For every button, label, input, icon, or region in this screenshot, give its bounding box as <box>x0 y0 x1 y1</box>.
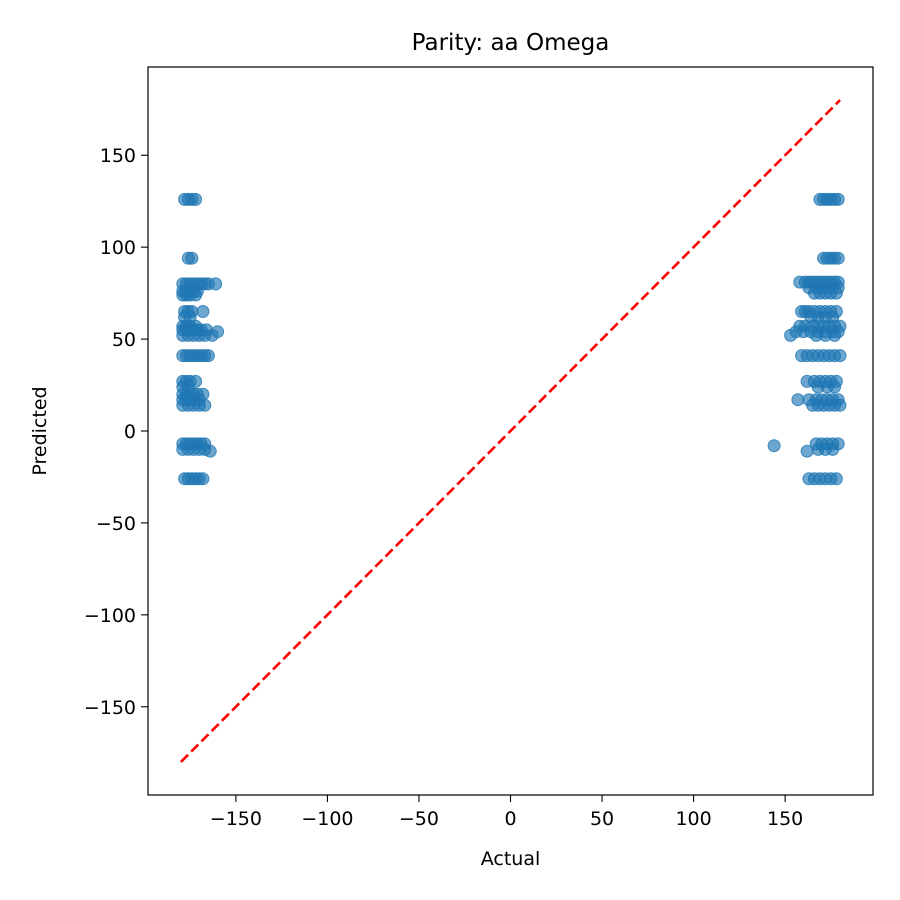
data-point <box>831 192 845 206</box>
data-point <box>205 328 219 342</box>
x-tick-label: 150 <box>767 808 803 830</box>
y-tick-label: 50 <box>112 329 136 351</box>
data-point <box>833 349 847 363</box>
data-point <box>833 398 847 412</box>
x-tick-label: 50 <box>590 808 614 830</box>
data-point <box>829 286 843 300</box>
data-point <box>826 442 840 456</box>
y-axis-label: Predicted <box>29 386 51 475</box>
y-tick-label: −150 <box>84 697 136 719</box>
y-tick-label: −50 <box>96 513 136 535</box>
reference-line-layer <box>180 99 841 763</box>
data-point <box>791 393 805 407</box>
data-point <box>189 192 203 206</box>
chart-title: Parity: aa Omega <box>412 30 610 56</box>
x-axis-ticks: −150 −100 −50 0 50 100 150 <box>210 795 803 830</box>
data-point <box>196 472 210 486</box>
y-axis-ticks: −150 −100 −50 0 50 100 150 <box>84 145 148 719</box>
data-point <box>767 439 781 453</box>
data-point <box>831 251 845 265</box>
y-tick-label: 0 <box>124 421 136 443</box>
data-point <box>828 328 842 342</box>
data-point <box>203 444 217 458</box>
x-tick-label: −100 <box>301 808 353 830</box>
scatter-points <box>176 192 847 486</box>
x-tick-label: 100 <box>675 808 711 830</box>
data-point <box>198 398 212 412</box>
x-tick-label: −50 <box>399 808 439 830</box>
x-tick-label: 0 <box>504 808 516 830</box>
data-point <box>800 444 814 458</box>
data-point <box>201 349 215 363</box>
data-point <box>209 277 223 291</box>
reference-line <box>180 99 841 763</box>
data-point <box>196 305 210 318</box>
data-point <box>189 288 203 302</box>
y-tick-label: 100 <box>100 237 136 259</box>
y-tick-label: −100 <box>84 605 136 627</box>
data-point <box>784 328 798 342</box>
data-point <box>828 380 842 394</box>
y-tick-label: 150 <box>100 145 136 167</box>
x-tick-label: −150 <box>210 808 262 830</box>
x-axis-label: Actual <box>481 848 541 870</box>
data-point <box>829 472 843 486</box>
data-point <box>185 251 199 265</box>
